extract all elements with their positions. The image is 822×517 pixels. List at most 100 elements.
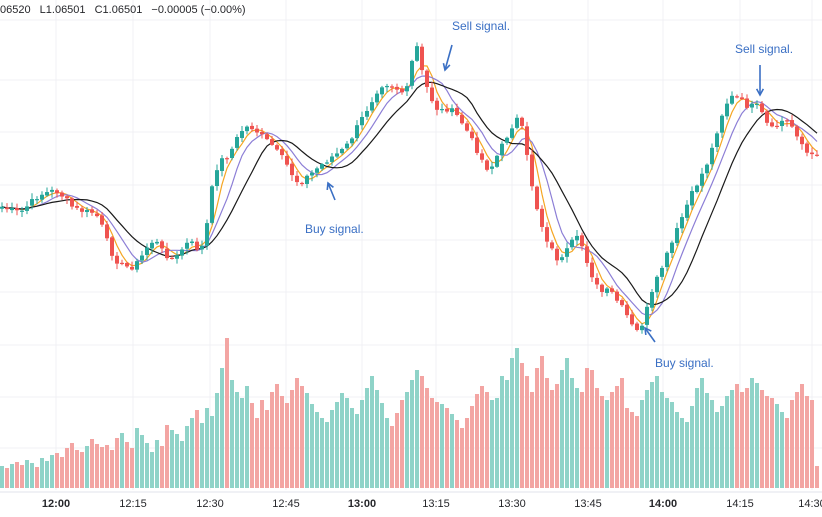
volume-bar xyxy=(300,386,304,488)
high-value: 06520 xyxy=(0,4,31,16)
volume-bar xyxy=(240,398,244,488)
candle-body xyxy=(370,102,374,111)
candle-body xyxy=(490,166,494,169)
candle-body xyxy=(600,284,604,292)
candle-body xyxy=(135,261,139,270)
candle-body xyxy=(205,223,209,246)
time-tick-label: 14:00 xyxy=(649,498,677,510)
volume-bar xyxy=(675,412,679,488)
volume-bar xyxy=(435,402,439,488)
volume-bar xyxy=(100,447,104,488)
volume-bar xyxy=(335,402,339,488)
arrow-head-icon xyxy=(644,326,652,336)
candle-body xyxy=(550,242,554,249)
volume-bar xyxy=(265,410,269,488)
ma-fast-line xyxy=(1,65,818,325)
candle-body xyxy=(130,266,134,270)
volume-bar xyxy=(550,390,554,488)
ohlc-readout: 06520 L1.06501 C1.06501 −0.00005 (−0.00%… xyxy=(0,4,252,16)
volume-bar xyxy=(75,450,79,488)
volume-bar xyxy=(130,448,134,488)
candle-body xyxy=(720,115,724,133)
candle-body xyxy=(650,291,654,308)
volume-bar xyxy=(530,392,534,488)
volume-bar xyxy=(440,404,444,488)
candle-body xyxy=(695,185,699,193)
candle-body xyxy=(0,206,4,209)
candle-body xyxy=(630,314,634,325)
volume-bar xyxy=(715,412,719,488)
candle-body xyxy=(565,248,569,257)
candle-body xyxy=(175,255,179,259)
candle-body xyxy=(190,241,194,244)
candle-body xyxy=(335,153,339,157)
volume-bar xyxy=(165,425,169,488)
volume-bar xyxy=(800,384,804,488)
volume-bar xyxy=(620,378,624,488)
volume-bar xyxy=(455,420,459,488)
sell-signal: Sell signal. xyxy=(735,42,793,97)
volume-bar xyxy=(600,396,604,488)
volume-bar xyxy=(175,434,179,488)
sell-arrow-icon xyxy=(444,44,453,71)
time-tick-label: 12:30 xyxy=(196,498,224,510)
candle-body xyxy=(210,186,214,223)
buy-arrow-icon xyxy=(644,327,656,343)
candle-body xyxy=(275,145,279,150)
candle-body xyxy=(640,325,644,331)
volume-bar xyxy=(605,400,609,488)
candle-body xyxy=(715,133,719,148)
candle-body xyxy=(780,120,784,127)
candle-body xyxy=(40,194,44,200)
candle-body xyxy=(570,239,574,248)
candle-body xyxy=(465,123,469,131)
volume-bar xyxy=(330,410,334,488)
candle-body xyxy=(145,247,149,255)
volume-bar xyxy=(190,418,194,488)
candle-body xyxy=(675,228,679,244)
volume-bar xyxy=(670,402,674,488)
volume-bar xyxy=(540,356,544,488)
candle-body xyxy=(430,87,434,102)
volume-bar xyxy=(155,440,159,488)
sell-signal-label: Sell signal. xyxy=(735,42,793,56)
volume-bar xyxy=(590,370,594,488)
candle-body xyxy=(340,148,344,154)
candle-body xyxy=(150,242,154,249)
candle-body xyxy=(595,277,599,285)
volume-bar xyxy=(220,368,224,488)
volume-bar xyxy=(85,446,89,488)
candle-body xyxy=(320,164,324,169)
volume-bar xyxy=(385,418,389,488)
candle-body xyxy=(540,208,544,227)
volume-bar xyxy=(545,378,549,488)
candle-body xyxy=(590,262,594,278)
candle-body xyxy=(120,262,124,265)
candle-body xyxy=(10,208,14,211)
candle-body xyxy=(5,207,9,210)
volume-bar xyxy=(765,396,769,488)
axis-background xyxy=(0,492,822,512)
candle-body xyxy=(250,125,254,130)
volume-bar xyxy=(525,376,529,488)
candle-body xyxy=(265,134,269,140)
volume-bar xyxy=(570,378,574,488)
candle-body xyxy=(70,198,74,207)
volume-bar xyxy=(720,406,724,488)
candle-body xyxy=(750,103,754,108)
volume-bar xyxy=(475,394,479,488)
candle-body xyxy=(535,186,539,210)
volume-bar xyxy=(390,426,394,488)
volume-bar xyxy=(740,392,744,488)
candle-body xyxy=(140,255,144,261)
candle-body xyxy=(30,199,34,206)
candle-body xyxy=(775,125,779,128)
candle-body xyxy=(580,235,584,247)
volume-bar xyxy=(515,348,519,488)
candle-body xyxy=(75,205,79,208)
volume-bar xyxy=(695,388,699,488)
candle-body xyxy=(245,126,249,132)
candle-body xyxy=(100,215,104,225)
